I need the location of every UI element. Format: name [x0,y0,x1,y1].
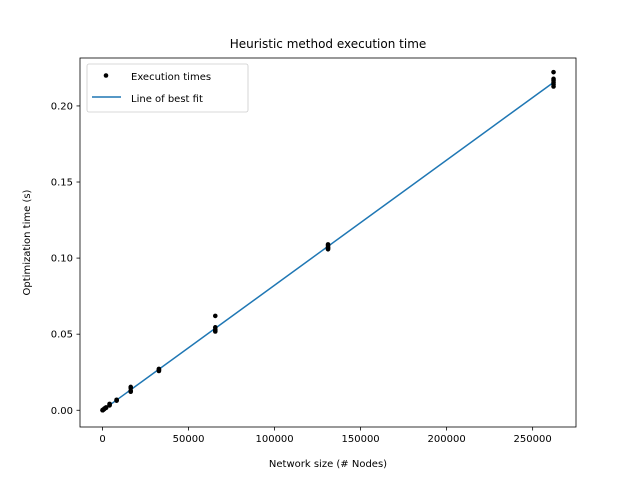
x-tick-label: 50000 [173,434,205,445]
data-point [128,384,134,390]
x-tick-label: 150000 [342,434,380,445]
y-axis-label: Optimization time (s) [22,189,33,295]
data-point [212,325,218,330]
legend-label-execution-times: Execution times [131,72,211,83]
data-point [551,76,556,82]
y-tick-label: 0.10 [51,254,73,265]
legend: Execution times Line of best fit [86,63,249,113]
x-axis-label: Network size (# Nodes) [269,459,387,470]
y-tick-label: 0.00 [51,406,73,417]
legend-label-line-of-best-fit: Line of best fit [131,94,203,105]
data-point [107,401,112,407]
plot-frame [79,57,577,428]
y-tick-label: 0.15 [51,178,73,189]
x-axis: 0 50000 100000 150000 200000 250000 [99,427,552,445]
x-tick-label: 100000 [255,434,293,445]
y-axis: 0.00 0.05 0.10 0.15 0.20 [51,101,80,417]
x-tick-label: 200000 [428,434,466,445]
data-point [212,313,218,319]
x-tick-label: 250000 [514,434,552,445]
plot-area [100,69,556,413]
data-point [551,69,556,75]
legend-marker-execution-times [103,73,109,78]
data-point [325,242,331,247]
data-point [156,366,162,372]
data-point [103,405,109,410]
legend-box [86,63,249,113]
y-tick-label: 0.20 [51,101,73,112]
chart-title: Heuristic method execution time [230,37,427,51]
y-tick-label: 0.05 [51,330,73,341]
data-point [114,397,119,403]
x-tick-label: 0 [99,434,105,445]
